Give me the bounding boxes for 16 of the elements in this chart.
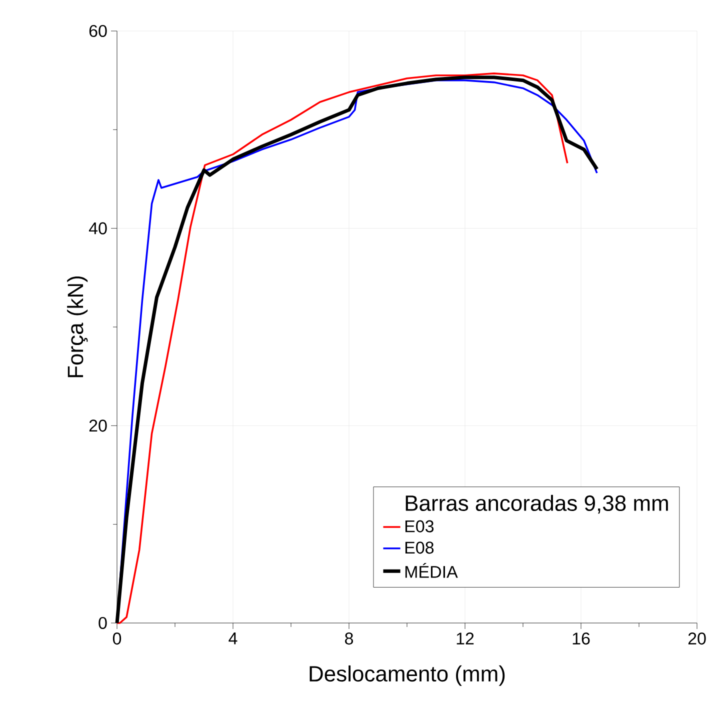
x-tick-label: 20 bbox=[688, 632, 706, 645]
y-tick-label: 60 bbox=[89, 24, 107, 38]
x-tick-label: 8 bbox=[345, 632, 353, 645]
x-tick-label: 0 bbox=[112, 632, 122, 645]
legend-label: E03 bbox=[405, 520, 434, 532]
x-tick-label: 12 bbox=[456, 632, 474, 644]
y-axis-title: Força (kN) bbox=[67, 276, 88, 378]
x-tick-label: 16 bbox=[572, 632, 590, 645]
legend-title: Barras ancoradas 9,38 mm bbox=[406, 494, 668, 514]
x-tick-label: 4 bbox=[228, 632, 238, 644]
legend-label: E08 bbox=[405, 542, 434, 554]
y-tick-label: 0 bbox=[98, 616, 107, 630]
x-axis-title: Deslocamento (mm) bbox=[310, 665, 505, 686]
legend-label: MÉDIA bbox=[405, 563, 458, 578]
y-tick-label: 20 bbox=[89, 420, 107, 432]
y-tick-label: 40 bbox=[88, 222, 107, 234]
